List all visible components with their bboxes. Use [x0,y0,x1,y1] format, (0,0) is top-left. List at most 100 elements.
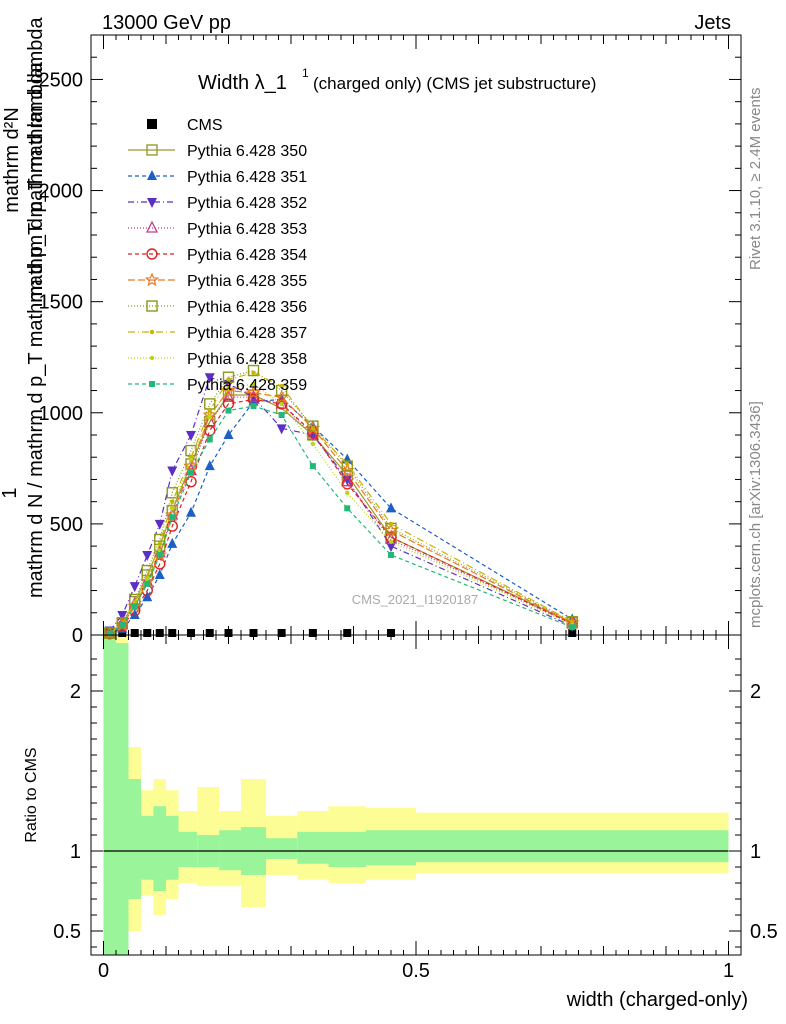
series-9-point-8 [226,386,231,391]
series-0-point-5 [168,629,177,637]
series-10-point-1 [119,622,126,628]
legend-label-2: Pythia 6.428 351 [187,169,307,186]
ratio-stat-band-6 [178,831,198,867]
y-tick-label-5: 2500 [39,69,84,91]
ratio-y-tick-label-r-1: 1 [750,841,761,863]
series-0-point-2 [130,629,139,637]
series-10-point-4 [156,552,163,558]
series-3-point-6 [186,431,196,441]
series-3-point-2 [129,582,140,593]
ratio-stat-band-5 [166,815,179,880]
x-tick-label-2: 1 [723,960,734,982]
ratio-stat-band-14 [416,830,729,863]
series-10-point-10 [278,412,285,418]
ratio-stat-band-13 [366,830,416,866]
legend-marker-4 [145,220,159,233]
legend-marker-0 [147,119,157,129]
series-7-point-5 [166,487,178,499]
y-tick-label-2: 1000 [39,403,84,425]
series-9-point-12 [345,490,350,495]
series-10-point-12 [344,505,351,512]
mcplots-credit: mcplots.cern.ch [arXiv:1306.3436] [747,401,764,628]
legend-entry-1: Pythia 6.428 350 [128,143,307,160]
series-9-point-13 [388,539,394,544]
legend-marker-2 [147,170,157,180]
ratio-stat-band-1 [116,643,129,955]
series-line-7 [109,369,573,634]
series-3-point-1 [117,611,128,621]
series-10-point-9 [250,403,257,410]
series-7-point-0 [104,627,116,639]
header-right: Jets [694,12,731,34]
x-tick-label-1: 0.5 [402,960,430,982]
series-line-4 [109,396,573,634]
series-3-point-13 [386,542,396,553]
x-tick-label-0: 0 [98,960,109,982]
ratio-y-tick-label-r-0: 0.5 [750,921,778,943]
legend-label-4: Pythia 6.428 353 [187,221,307,238]
series-7-point-12 [341,460,353,472]
series-3-point-4 [154,519,165,530]
legend-entry-9: Pythia 6.428 358 [128,351,307,368]
legend-marker-6 [144,272,160,287]
legend: CMS Pythia 6.428 350 Pythia 6.428 351 Pythi… [128,117,307,394]
series-4-point-9 [247,389,260,402]
series-4-point-10 [275,396,288,409]
ratio-y-axis-title: Ratio to CMS [23,747,40,842]
legend-entry-10: Pythia 6.428 359 [128,377,307,394]
series-10-point-8 [225,407,232,414]
series-10 [106,403,576,637]
series-8-point-12 [345,461,350,467]
series-0-point-1 [118,629,127,637]
legend-label-6: Pythia 6.428 355 [187,273,307,290]
series-4-point-11 [306,427,319,440]
title: Width λ_1 1 (charged only) (CMS jet subs… [198,66,596,94]
x-axis-title: width (charged-only) [566,989,748,1011]
series-9-point-5 [170,506,175,511]
ratio-y-tick-label-r-2: 2 [750,681,761,703]
ratio-frame [90,634,742,956]
series-layer [102,364,580,640]
series-6-point-8 [221,383,236,397]
ratio-stat-band-12 [328,831,366,867]
legend-entry-0: CMS [147,117,223,134]
series-2-point-2 [129,609,140,619]
legend-marker-1 [146,144,158,156]
series-8-point-13 [388,521,394,527]
series-4-point-8 [222,389,235,402]
series-9-point-9 [251,381,256,387]
series-9-point-11 [310,441,316,447]
series-line-5 [109,398,573,635]
series-10-point-14 [569,624,576,631]
ratio-y-tick-label-l-0: 0.5 [53,921,81,943]
legend-label-9: Pythia 6.428 358 [187,351,307,368]
legend-entry-2: Pythia 6.428 351 [128,169,307,186]
series-3-point-7 [204,373,215,384]
legend-label-8: Pythia 6.428 357 [187,325,307,342]
legend-marker-5 [146,248,158,260]
y-tick-label-1: 500 [50,514,83,536]
legend-label-10: Pythia 6.428 359 [187,377,307,394]
series-8-point-11 [310,426,316,431]
series-8-point-9 [251,370,256,375]
ratio-stat-band-11 [297,831,329,864]
y-axis-title-frac-top: mathrm d²N [1,107,23,213]
ratio-stat-band-3 [141,815,154,880]
ratio-stat-band-4 [153,806,166,891]
ratio-stat-band-0 [103,635,116,955]
y-axis-title-one: 1 [0,487,21,498]
series-line-10 [109,405,573,634]
series-8-point-4 [157,541,162,547]
series-8-point-5 [170,499,175,504]
legend-marker-9 [149,355,155,361]
series-7 [104,364,578,639]
y-tick-label-0: 0 [72,625,83,647]
series-10-point-6 [188,469,194,476]
series-0-point-10 [277,629,286,637]
legend-marker-10 [149,381,155,387]
series-2-point-11 [307,420,318,431]
title-superscript: 1 [302,66,309,80]
series-0-point-7 [205,629,214,637]
series-8-point-7 [207,408,212,413]
